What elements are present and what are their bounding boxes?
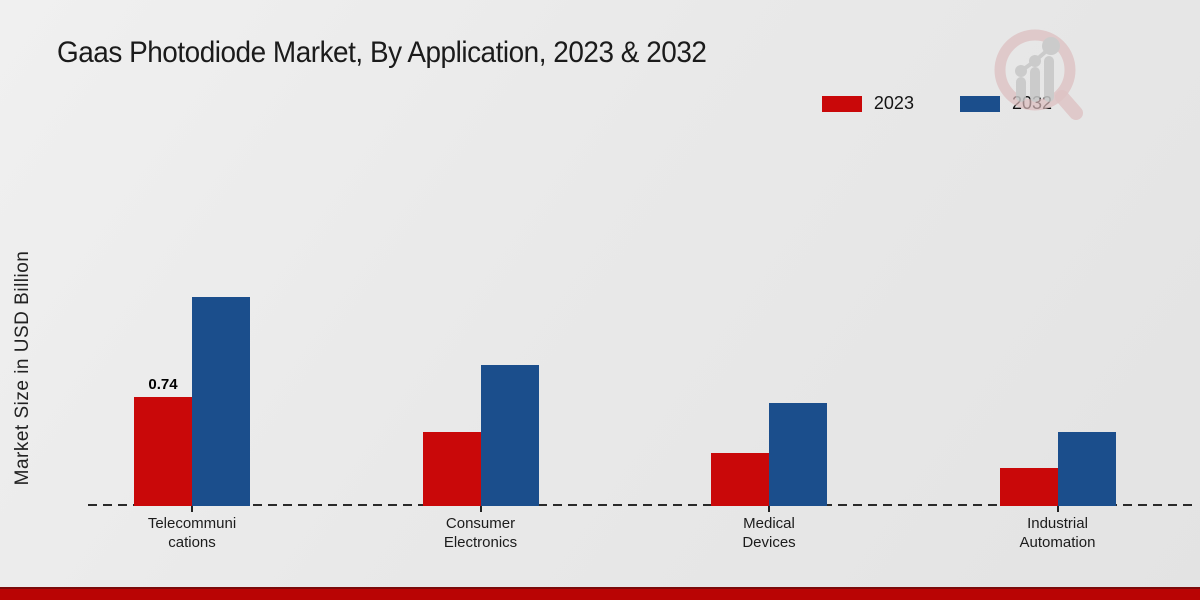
chart-title: Gaas Photodiode Market, By Application, … <box>57 36 707 69</box>
x-axis-tick <box>479 505 482 512</box>
bar-2023-telecommunications <box>134 397 192 506</box>
x-axis-label-1: Consumer Electronics <box>443 515 518 551</box>
x-axis-tick <box>191 505 193 512</box>
x-axis-label-2: Medical Devices <box>742 515 796 551</box>
y-axis-title: Market Size in USD Billion <box>12 250 33 486</box>
bar-2032-industrial-automation <box>1057 432 1116 506</box>
legend-item-2023: 2023 <box>821 93 914 114</box>
legend-swatch-2023 <box>821 95 862 112</box>
bar-data-label: 0.74 <box>148 376 178 393</box>
bar-2023-consumer-electronics <box>422 432 481 506</box>
footer-accent-bar <box>0 587 1200 600</box>
x-axis-label-3: Industrial Automation <box>1019 515 1096 551</box>
x-axis-label-0: Telecommuni cations <box>147 515 237 551</box>
x-axis-tick <box>1056 505 1059 512</box>
magnifier-growth-chart-logo-icon <box>994 29 1083 120</box>
bar-2032-telecommunications <box>192 297 250 506</box>
bar-2032-medical-devices <box>769 403 827 506</box>
bar-2032-consumer-electronics <box>480 365 539 506</box>
x-axis-line <box>88 504 1197 506</box>
x-axis-tick <box>768 505 770 512</box>
bar-2023-industrial-automation <box>999 468 1058 506</box>
legend-label-2023: 2023 <box>873 93 914 113</box>
legend-swatch-2032 <box>959 95 1000 112</box>
bar-2023-medical-devices <box>711 453 769 506</box>
